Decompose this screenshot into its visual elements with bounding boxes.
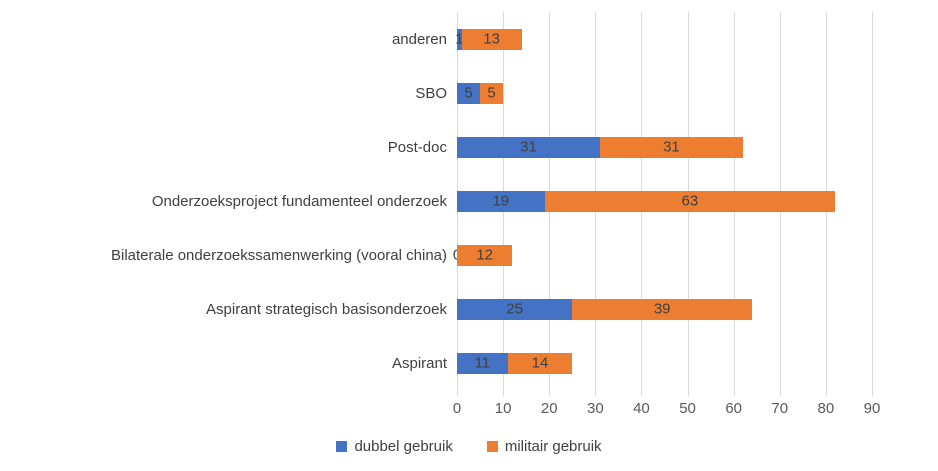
data-label: 5 xyxy=(487,84,496,102)
data-label: 5 xyxy=(464,84,473,102)
category-label: Post-doc xyxy=(387,138,447,156)
bar-row: anderen 1 13 xyxy=(0,12,938,66)
data-label: 31 xyxy=(520,138,537,156)
x-tick-label: 70 xyxy=(771,400,789,417)
bar-segment-militair-gebruik: 5 xyxy=(480,82,504,104)
bar-segment-dubbel-gebruik: 1 xyxy=(455,28,464,50)
bar-segment-militair-gebruik: 13 xyxy=(461,28,522,50)
data-label: 13 xyxy=(483,30,500,48)
legend-item-militair-gebruik: militair gebruik xyxy=(486,438,602,455)
bar-track: 012 xyxy=(453,244,872,266)
x-tick-label: 10 xyxy=(494,400,512,417)
bar-rows: anderen 1 13 SBO 5 5 Post-doc 31 31 Onderzoekspro… xyxy=(0,12,938,390)
bar-row: Bilaterale onderzoekssamenwerking (voora… xyxy=(0,228,938,282)
bar-segment-dubbel-gebruik: 25 xyxy=(457,298,573,320)
bar-track: 25 39 xyxy=(457,298,872,320)
x-tick-label: 50 xyxy=(679,400,696,417)
bar-track: 31 31 xyxy=(457,136,872,158)
data-label: 1 xyxy=(455,30,464,48)
bar-row: Aspirant strategisch basisonderzoek 25 39 xyxy=(0,282,938,336)
bar-track: 19 63 xyxy=(457,190,872,212)
bar-row: Aspirant 11 14 xyxy=(0,336,938,390)
category-label: Onderzoeksproject fundamenteel onderzoek xyxy=(151,192,447,210)
bar-segment-militair-gebruik: 14 xyxy=(507,352,573,374)
x-tick-label: 30 xyxy=(586,400,604,417)
bar-segment-dubbel-gebruik: 11 xyxy=(457,352,508,374)
bar-segment-dubbel-gebruik: 19 xyxy=(457,190,545,212)
data-label: 63 xyxy=(681,192,699,210)
x-tick-label: 90 xyxy=(863,400,881,417)
legend-label: militair gebruik xyxy=(504,438,602,455)
x-tick-label: 40 xyxy=(633,400,650,417)
legend-swatch-orange xyxy=(486,441,498,452)
bar-row: SBO 5 5 xyxy=(0,66,938,120)
bar-track: 1 13 xyxy=(455,28,872,50)
data-label: 11 xyxy=(474,354,491,372)
data-label: 14 xyxy=(531,354,549,372)
data-label: 19 xyxy=(492,192,510,210)
legend-item-dubbel-gebruik: dubbel gebruik xyxy=(336,438,453,455)
category-label: Aspirant xyxy=(391,354,447,372)
bar-row: Post-doc 31 31 xyxy=(0,120,938,174)
data-label: 12 xyxy=(476,246,493,264)
x-tick-label: 0 xyxy=(452,400,462,417)
bar-segment-militair-gebruik: 31 xyxy=(599,136,743,158)
legend-swatch-blue xyxy=(336,441,348,452)
bar-segment-militair-gebruik: 39 xyxy=(572,298,753,320)
category-label: SBO xyxy=(415,84,447,102)
x-tick-label: 80 xyxy=(817,400,835,417)
bar-track: 11 14 xyxy=(457,352,872,374)
bar-segment-dubbel-gebruik: 31 xyxy=(457,136,600,158)
category-label: Aspirant strategisch basisonderzoek xyxy=(206,300,447,318)
category-label: anderen xyxy=(391,30,447,48)
data-label: 39 xyxy=(653,300,671,318)
bar-segment-militair-gebruik: 12 xyxy=(457,244,513,266)
data-label: 25 xyxy=(506,300,523,318)
data-label: 31 xyxy=(663,138,680,156)
category-label: Bilaterale onderzoekssamenwerking (voora… xyxy=(111,246,447,264)
legend: dubbel gebruik militair gebruik xyxy=(0,438,938,455)
legend-label: dubbel gebruik xyxy=(354,438,453,455)
bar-segment-militair-gebruik: 63 xyxy=(544,190,836,212)
x-axis: 0 10 20 30 40 50 60 70 80 90 xyxy=(453,400,881,420)
x-tick-label: 60 xyxy=(725,400,742,417)
bar-row: Onderzoeksproject fundamenteel onderzoek… xyxy=(0,174,938,228)
x-tick-label: 20 xyxy=(540,400,558,417)
bar-segment-dubbel-gebruik: 5 xyxy=(457,82,481,104)
